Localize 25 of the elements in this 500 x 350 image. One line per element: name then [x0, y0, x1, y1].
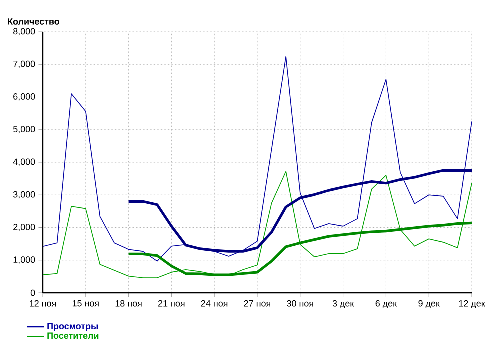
x-tick-label: 24 ноя [201, 300, 228, 307]
legend-label: Просмотры [48, 323, 98, 332]
y-tick-label: 4,000 [13, 158, 36, 166]
y-axis-title: Количество [8, 18, 60, 25]
line-series [128, 222, 472, 276]
y-tick-label: 1,000 [14, 256, 36, 264]
x-tick-label: 9 дек [418, 300, 440, 308]
x-tick-label: 18 ноя [116, 300, 142, 307]
x-tick-label: 3 дек [332, 300, 354, 308]
y-tick-label: 0 [30, 290, 36, 296]
x-tick-label: 12 ноя [30, 300, 56, 307]
y-tick-label: 5,000 [13, 126, 36, 134]
x-tick-label: 6 дек [376, 300, 398, 308]
line-series [43, 56, 472, 262]
x-tick-label: 30 ноя [287, 300, 314, 307]
x-tick-label: 21 ноя [158, 300, 185, 307]
x-tick-label: 12 дек [459, 300, 486, 308]
x-tick-label: 27 ноя [244, 300, 270, 307]
y-tick-label: 6,000 [14, 94, 36, 101]
y-tick-label: 8,000 [14, 28, 36, 36]
x-tick-label: 15 ноя [72, 300, 99, 307]
legend-label: Посетители [48, 332, 99, 340]
y-tick-label: 7,000 [14, 60, 36, 68]
y-tick-label: 2,000 [14, 224, 36, 232]
y-tick-label: 3,000 [13, 191, 36, 199]
